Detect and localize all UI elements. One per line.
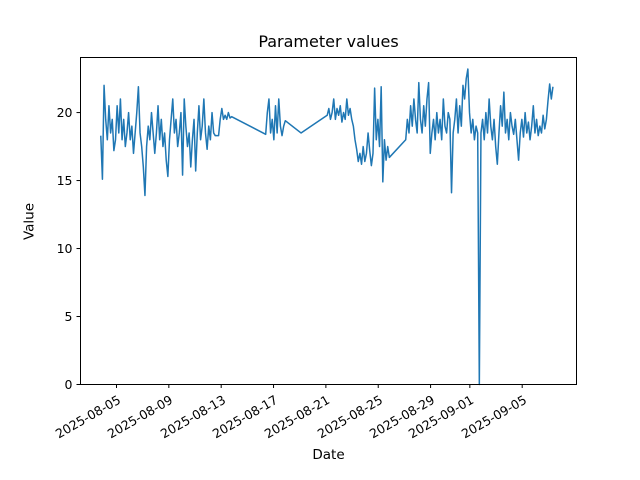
y-tick-label: 20 (56, 104, 73, 120)
x-axis-label: Date (312, 447, 345, 463)
y-tick-label: 5 (64, 308, 73, 324)
chart-title: Parameter values (258, 32, 399, 51)
y-tick-label: 15 (56, 172, 73, 188)
y-tick-label: 10 (56, 240, 73, 256)
axis-tick-marks (76, 112, 523, 388)
series-line (100, 68, 554, 386)
y-tick-label: 0 (64, 376, 73, 392)
axes-spines (80, 57, 577, 385)
